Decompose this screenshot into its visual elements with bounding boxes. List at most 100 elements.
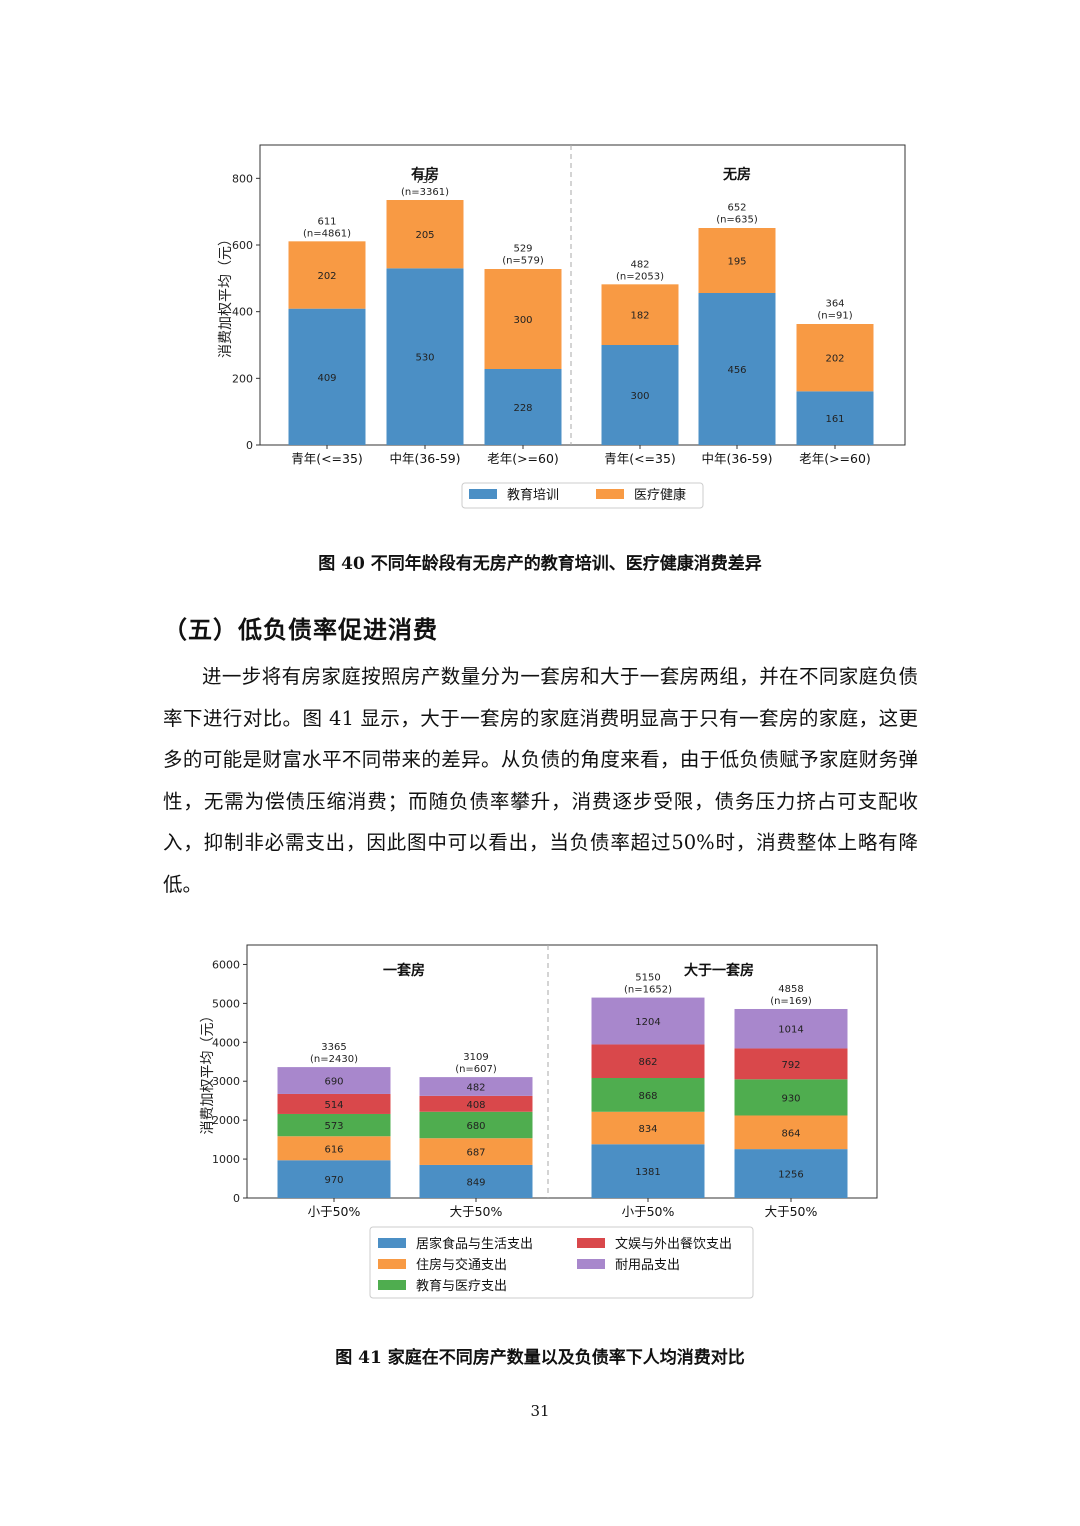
total-label: 735 xyxy=(415,175,434,186)
segment-value-label: 864 xyxy=(781,1128,800,1139)
legend-swatch xyxy=(577,1238,605,1248)
bar-segment xyxy=(591,1144,705,1198)
y-tick-label: 3000 xyxy=(212,1075,240,1088)
x-tick-label: 中年(36-59) xyxy=(701,451,772,466)
x-tick-label: 老年(>=60) xyxy=(487,451,559,466)
segment-value-label: 573 xyxy=(324,1121,343,1132)
y-tick-label: 200 xyxy=(232,372,253,385)
segment-value-label: 202 xyxy=(317,271,336,282)
y-tick-label: 600 xyxy=(232,239,253,252)
sample-size-label: (n=607) xyxy=(455,1064,497,1075)
total-label: 529 xyxy=(513,244,532,255)
total-label: 364 xyxy=(825,299,844,310)
legend-label: 教育与医疗支出 xyxy=(416,1278,507,1294)
segment-value-label: 834 xyxy=(638,1124,657,1135)
segment-value-label: 1381 xyxy=(635,1167,660,1178)
x-tick-label: 小于50% xyxy=(308,1204,361,1219)
segment-value-label: 202 xyxy=(825,354,844,365)
segment-value-label: 300 xyxy=(513,315,532,326)
bar-segment xyxy=(601,345,679,445)
sample-size-label: (n=3361) xyxy=(401,187,449,198)
segment-value-label: 300 xyxy=(630,391,649,402)
total-label: 5150 xyxy=(635,973,660,984)
legend-swatch xyxy=(378,1280,406,1290)
bar-segment xyxy=(734,1149,848,1198)
legend-box xyxy=(461,482,704,509)
segment-value-label: 408 xyxy=(466,1100,485,1111)
bar-segment xyxy=(419,1164,533,1198)
y-tick-label: 2000 xyxy=(212,1114,240,1127)
total-label: 3365 xyxy=(321,1042,346,1053)
x-tick-label: 大于50% xyxy=(450,1204,503,1219)
total-label: 4858 xyxy=(778,984,803,995)
bar-segment xyxy=(734,1008,848,1049)
legend-swatch xyxy=(378,1238,406,1248)
group-title: 有房 xyxy=(411,166,439,183)
bar-segment xyxy=(591,1078,705,1112)
segment-value-label: 456 xyxy=(727,365,746,376)
bar-segment xyxy=(698,228,776,293)
segment-value-label: 862 xyxy=(638,1057,657,1068)
total-label: 652 xyxy=(727,203,746,214)
x-tick-label: 老年(>=60) xyxy=(799,451,871,466)
legend-swatch xyxy=(469,489,497,499)
legend-label: 住房与交通支出 xyxy=(416,1257,507,1273)
x-tick-label: 青年(<=35) xyxy=(604,451,676,466)
figure-40-chart: 0 200 400 600 800 消费加权平均（元） 有房 409 202 611 (n=4861… xyxy=(200,135,920,515)
legend-swatch xyxy=(378,1259,406,1269)
sample-size-label: (n=635) xyxy=(716,215,758,226)
x-tick-label: 中年(36-59) xyxy=(389,451,460,466)
y-tick-label: 0 xyxy=(233,1192,240,1205)
legend-swatch xyxy=(577,1259,605,1269)
bar-segment xyxy=(288,241,366,309)
bar-segment xyxy=(698,293,776,445)
total-label: 611 xyxy=(317,216,336,227)
y-tick-label: 6000 xyxy=(212,958,240,971)
bar-segment xyxy=(386,268,464,445)
bar-segment xyxy=(484,269,562,369)
segment-value-label: 228 xyxy=(513,403,532,414)
bar-segment xyxy=(419,1095,533,1112)
segment-value-label: 182 xyxy=(630,311,649,322)
x-tick-label: 青年(<=35) xyxy=(291,451,363,466)
y-tick-label: 5000 xyxy=(212,997,240,1010)
total-label: 482 xyxy=(630,259,649,270)
figure-41-svg: 0 1000 2000 3000 4000 5000 6000 消费加权平均（元） 一套房 970… xyxy=(200,944,878,1299)
figure-41-caption: 图 41 家庭在不同房产数量以及负债率下人均消费对比 xyxy=(335,1348,745,1368)
segment-value-label: 616 xyxy=(324,1144,343,1155)
y-axis-label: 消费加权平均（元） xyxy=(200,1009,216,1135)
sample-size-label: (n=4861) xyxy=(303,228,351,239)
segment-value-label: 680 xyxy=(466,1121,485,1132)
segment-value-label: 930 xyxy=(781,1093,800,1104)
y-tick-label: 1000 xyxy=(212,1153,240,1166)
segment-value-label: 161 xyxy=(825,414,844,425)
bar-segment xyxy=(386,200,464,269)
bar-segment xyxy=(277,1067,391,1094)
y-tick-label: 0 xyxy=(246,439,253,452)
sample-size-label: (n=2430) xyxy=(310,1054,358,1065)
y-tick-label: 800 xyxy=(232,172,253,185)
segment-value-label: 868 xyxy=(638,1091,657,1102)
bar-segment xyxy=(591,1111,705,1145)
segment-value-label: 849 xyxy=(466,1177,485,1188)
figure-40-caption: 图 40 不同年龄段有无房产的教育培训、医疗健康消费差异 xyxy=(318,554,762,574)
bar-segment xyxy=(419,1111,533,1139)
total-label: 3109 xyxy=(463,1052,488,1063)
section-heading: （五）低负债率促进消费 xyxy=(163,615,438,644)
bar-segment xyxy=(734,1115,848,1150)
segment-value-label: 195 xyxy=(727,257,746,268)
segment-value-label: 687 xyxy=(466,1148,485,1159)
x-tick-label: 大于50% xyxy=(765,1204,818,1219)
bar-segment xyxy=(484,369,562,445)
legend-label: 医疗健康 xyxy=(634,487,686,503)
bar-segment xyxy=(419,1077,533,1096)
sample-size-label: (n=579) xyxy=(502,256,544,267)
plot-frame xyxy=(259,144,906,446)
bar-segment xyxy=(419,1138,533,1165)
page-number: 31 xyxy=(530,1402,550,1420)
segment-value-label: 530 xyxy=(415,353,434,364)
segment-value-label: 970 xyxy=(324,1175,343,1186)
y-axis-label: 消费加权平均（元） xyxy=(218,232,234,358)
sample-size-label: (n=91) xyxy=(817,311,852,322)
legend-box xyxy=(369,1226,754,1299)
